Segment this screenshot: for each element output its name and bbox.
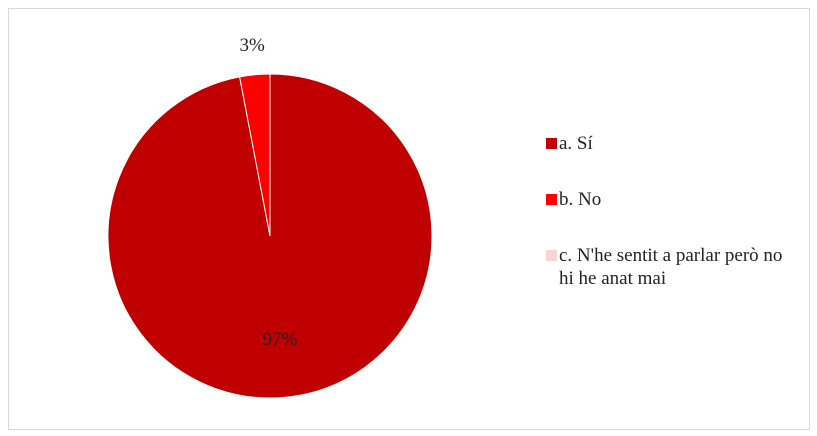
legend-swatch (546, 138, 557, 149)
data-label: 3% (239, 35, 265, 56)
legend-swatch (546, 194, 557, 205)
legend-label: c. N'he sentit a parlar però no hi he an… (559, 245, 783, 289)
legend-item: a. Sí (546, 132, 796, 155)
data-label: 97% (262, 329, 297, 350)
pie-slice (239, 73, 271, 237)
legend: a. Sí b. No c. N'he sentit a parlar però n… (546, 132, 796, 323)
legend-label: a. Sí (559, 133, 593, 154)
legend-item: b. No (546, 188, 796, 211)
legend-swatch (546, 250, 557, 261)
legend-item: c. N'he sentit a parlar però no hi he an… (546, 244, 796, 290)
legend-label: b. No (559, 189, 602, 210)
